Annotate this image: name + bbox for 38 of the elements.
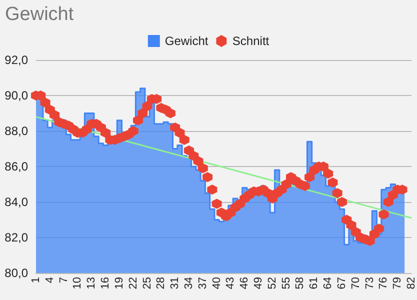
chart-title: Gewicht [5, 4, 74, 25]
x-tick-label: 82 [406, 277, 417, 290]
x-tick-label: 67 [336, 277, 348, 290]
y-tick-label: 92,0 [4, 53, 28, 67]
y-tick-label: 86,0 [4, 160, 28, 174]
x-tick-label: 73 [364, 277, 376, 290]
legend-label: Gewicht [164, 34, 209, 48]
x-tick-label: 22 [127, 277, 140, 290]
x-tick-label: 58 [294, 277, 306, 290]
x-tick-label: 79 [392, 277, 404, 290]
y-tick-label: 82,0 [4, 230, 28, 244]
x-tick-label: 49 [252, 277, 265, 290]
x-tick-label: 52 [266, 277, 278, 290]
x-tick-label: 46 [238, 277, 251, 290]
x-tick-label: 76 [378, 277, 390, 290]
y-tick-label: 90,0 [4, 88, 28, 102]
x-tick-label: 43 [224, 277, 237, 290]
x-tick-label: 28 [155, 277, 168, 290]
x-tick-label: 7 [58, 277, 70, 284]
x-tick-label: 61 [308, 277, 320, 290]
y-tick-label: 80,0 [4, 266, 28, 280]
x-tick-label: 31 [169, 277, 182, 290]
x-tick-label: 25 [141, 277, 154, 290]
legend-label: Schnitt [232, 34, 270, 48]
x-tick-label: 19 [113, 277, 126, 290]
x-tick-label: 1 [30, 277, 42, 284]
y-tick-label: 84,0 [4, 195, 28, 209]
x-tick-label: 64 [322, 277, 334, 290]
x-tick-label: 55 [280, 277, 292, 290]
x-tick-label: 4 [44, 277, 56, 284]
x-tick-label: 16 [100, 277, 112, 290]
y-tick-label: 88,0 [4, 124, 28, 138]
x-tick-label: 37 [196, 277, 209, 290]
x-tick-label: 70 [350, 277, 362, 290]
x-tick-label: 34 [182, 277, 195, 290]
x-tick-label: 40 [210, 277, 223, 290]
x-tick-label: 13 [86, 277, 98, 290]
x-tick-label: 10 [72, 277, 84, 290]
